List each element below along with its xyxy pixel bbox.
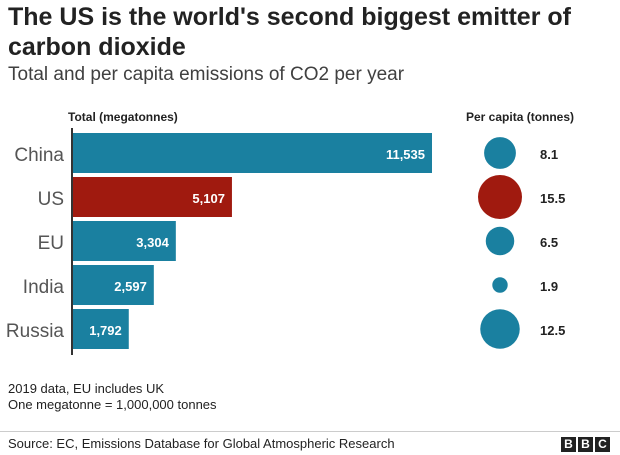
per-capita-header: Per capita (tonnes): [466, 110, 575, 124]
bar-us: [73, 177, 232, 217]
bar-eu: [73, 221, 176, 261]
bar-value-label: 3,304: [136, 235, 169, 250]
per-capita-circle-india: [492, 277, 508, 293]
category-label: China: [14, 145, 64, 166]
source: Source: EC, Emissions Database for Globa…: [8, 436, 395, 451]
chart-subtitle: Total and per capita emissions of CO2 pe…: [8, 64, 405, 85]
logo-letter: C: [595, 437, 610, 452]
category-label: US: [38, 189, 64, 210]
per-capita-label: 8.1: [540, 147, 558, 162]
per-capita-circle-russia: [480, 309, 520, 349]
note-1: 2019 data, EU includes UK: [8, 381, 165, 396]
logo-letter: B: [561, 437, 576, 452]
per-capita-circle-us: [478, 175, 522, 219]
notes: 2019 data, EU includes UK One megatonne …: [8, 381, 217, 413]
category-label: EU: [38, 233, 64, 254]
logo-letter: B: [578, 437, 593, 452]
bar-russia: [73, 309, 129, 349]
divider: [0, 431, 620, 432]
per-capita-label: 6.5: [540, 235, 558, 250]
bar-value-label: 11,535: [386, 147, 425, 162]
total-header: Total (megatonnes): [68, 110, 178, 124]
bar-value-label: 1,792: [89, 323, 122, 338]
note-2: One megatonne = 1,000,000 tonnes: [8, 397, 217, 412]
category-label: India: [23, 277, 65, 298]
bar-value-label: 5,107: [192, 191, 225, 206]
per-capita-label: 15.5: [540, 191, 565, 206]
bar-india: [73, 265, 154, 305]
chart-title: The US is the world's second biggest emi…: [8, 3, 571, 61]
category-label: Russia: [6, 321, 65, 342]
per-capita-circle-china: [484, 137, 516, 169]
per-capita-circle-eu: [485, 226, 515, 256]
per-capita-label: 1.9: [540, 279, 558, 294]
bar-value-label: 2,597: [114, 279, 147, 294]
per-capita-label: 12.5: [540, 323, 565, 338]
bar-china: [73, 133, 432, 173]
